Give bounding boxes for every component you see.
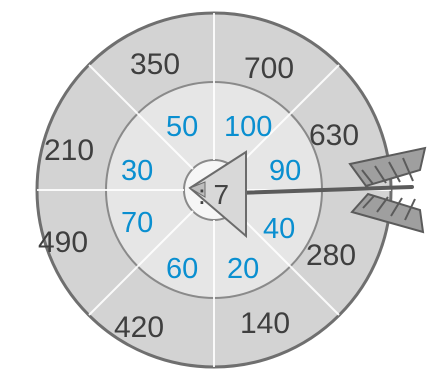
outer-number-420: 420 — [114, 311, 164, 344]
inner-number-70: 70 — [121, 207, 153, 239]
inner-number-40: 40 — [263, 213, 295, 245]
center-label: : 7 — [198, 179, 229, 210]
inner-number-60: 60 — [166, 253, 198, 285]
inner-number-30: 30 — [121, 155, 153, 187]
outer-number-350: 350 — [130, 48, 180, 81]
inner-number-20: 20 — [227, 253, 259, 285]
outer-number-140: 140 — [240, 307, 290, 340]
arrow-icon — [188, 146, 427, 239]
outer-number-210: 210 — [44, 134, 94, 167]
inner-number-50: 50 — [166, 111, 198, 143]
outer-number-280: 280 — [306, 239, 356, 272]
outer-number-700: 700 — [244, 52, 294, 85]
outer-number-490: 490 — [38, 226, 88, 259]
inner-number-90: 90 — [269, 155, 301, 187]
inner-number-100: 100 — [224, 111, 272, 143]
outer-number-630: 630 — [309, 119, 359, 152]
